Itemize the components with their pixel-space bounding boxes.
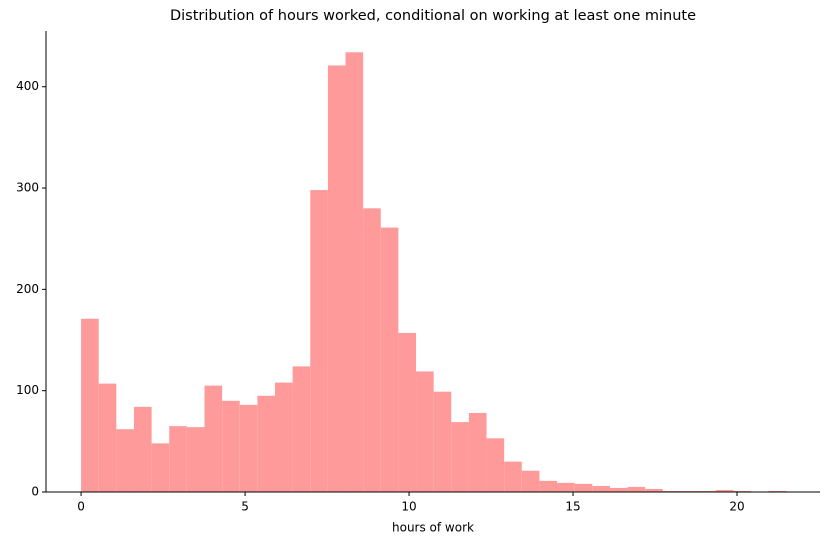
x-tick-label: 15 <box>565 500 580 514</box>
bar <box>698 490 716 492</box>
bar <box>292 366 311 492</box>
bar <box>733 490 751 492</box>
bar <box>310 190 328 493</box>
bar <box>151 443 170 492</box>
bar <box>768 490 787 492</box>
chart-title: Distribution of hours worked, conditiona… <box>170 8 696 24</box>
bar <box>116 429 134 492</box>
bar <box>363 208 381 493</box>
bar <box>186 427 205 492</box>
y-tick-label: 200 <box>16 282 39 296</box>
bar <box>204 385 223 492</box>
y-tick-label: 300 <box>16 181 39 195</box>
bar <box>257 395 276 492</box>
bar <box>98 383 117 492</box>
bar <box>345 52 364 493</box>
bar <box>398 332 417 492</box>
x-tick-label: 0 <box>77 500 85 514</box>
x-tick-label: 10 <box>401 500 416 514</box>
bar <box>416 371 434 492</box>
bar <box>715 489 734 492</box>
x-axis-label: hours of work <box>392 521 474 535</box>
x-tick-label: 20 <box>729 500 744 514</box>
bar <box>486 438 505 492</box>
bar <box>574 483 593 492</box>
bar <box>521 470 540 492</box>
y-tick-label: 0 <box>31 485 39 499</box>
bar <box>380 227 399 493</box>
bar <box>557 482 575 492</box>
bar <box>468 412 487 492</box>
y-tick-label: 400 <box>16 79 39 93</box>
bar <box>504 461 522 492</box>
bar <box>327 65 346 492</box>
y-tick-label: 100 <box>16 383 39 397</box>
bar <box>645 488 663 492</box>
bar <box>133 406 152 492</box>
bar <box>609 487 628 492</box>
bar <box>680 490 699 492</box>
bar <box>627 486 646 492</box>
bar <box>239 404 258 492</box>
bar <box>222 400 240 492</box>
bar <box>275 382 293 492</box>
bar <box>662 490 681 492</box>
bar <box>592 485 610 492</box>
x-tick-label: 5 <box>241 500 249 514</box>
bar <box>539 480 558 492</box>
bar <box>81 318 99 492</box>
bar <box>451 422 469 492</box>
bar <box>169 426 187 492</box>
bar <box>433 391 452 492</box>
